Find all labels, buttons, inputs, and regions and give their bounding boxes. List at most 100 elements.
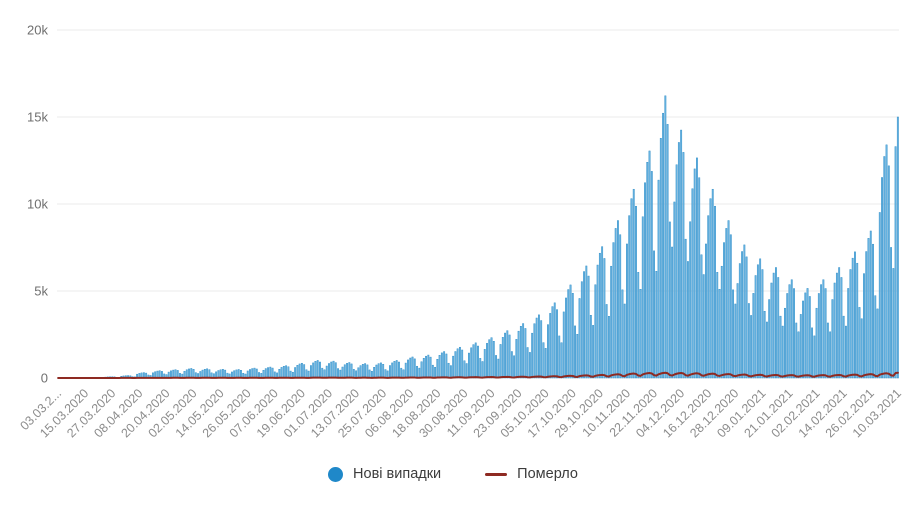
new-cases-bar[interactable] xyxy=(856,262,859,379)
new-cases-bar[interactable] xyxy=(747,303,750,379)
new-cases-bar[interactable] xyxy=(576,334,579,379)
new-cases-bar[interactable] xyxy=(786,293,789,379)
new-cases-bar[interactable] xyxy=(874,295,877,379)
new-cases-bar[interactable] xyxy=(348,362,351,379)
new-cases-bar[interactable] xyxy=(508,334,511,379)
new-cases-bar[interactable] xyxy=(754,275,757,379)
new-cases-bar[interactable] xyxy=(389,365,391,379)
new-cases-bar[interactable] xyxy=(343,364,346,379)
new-cases-bar[interactable] xyxy=(885,144,888,379)
new-cases-bar[interactable] xyxy=(319,361,321,379)
new-cases-bar[interactable] xyxy=(845,325,847,379)
new-cases-bar[interactable] xyxy=(851,257,854,379)
new-cases-bar[interactable] xyxy=(833,282,836,379)
new-cases-bar[interactable] xyxy=(255,368,258,379)
new-cases-bar[interactable] xyxy=(824,288,827,379)
new-cases-bar[interactable] xyxy=(887,165,890,379)
new-cases-bar[interactable] xyxy=(601,246,604,379)
new-cases-bar[interactable] xyxy=(251,368,254,379)
new-cases-bar[interactable] xyxy=(483,349,486,379)
new-cases-bar[interactable] xyxy=(820,284,823,379)
new-cases-bar[interactable] xyxy=(716,272,719,379)
new-cases-bar[interactable] xyxy=(490,337,493,379)
new-cases-bar[interactable] xyxy=(522,323,525,379)
new-cases-bar[interactable] xyxy=(698,177,701,379)
new-cases-bar[interactable] xyxy=(285,365,288,379)
new-cases-bar[interactable] xyxy=(531,332,534,379)
new-cases-bar[interactable] xyxy=(693,168,696,379)
new-cases-bar[interactable] xyxy=(802,300,804,379)
new-cases-bar[interactable] xyxy=(847,288,850,379)
new-cases-bar[interactable] xyxy=(813,335,816,379)
new-cases-bar[interactable] xyxy=(621,289,624,379)
new-cases-bar[interactable] xyxy=(556,309,558,379)
new-cases-bar[interactable] xyxy=(540,320,543,379)
new-cases-bar[interactable] xyxy=(440,352,443,379)
new-cases-bar[interactable] xyxy=(723,242,725,379)
new-cases-bar[interactable] xyxy=(468,352,470,379)
new-cases-bar[interactable] xyxy=(495,355,497,379)
new-cases-bar[interactable] xyxy=(513,355,516,379)
new-cases-bar[interactable] xyxy=(637,272,640,379)
new-cases-bar[interactable] xyxy=(761,269,764,379)
new-cases-bar[interactable] xyxy=(727,220,730,379)
new-cases-bar[interactable] xyxy=(341,366,344,379)
new-cases-bar[interactable] xyxy=(752,293,755,379)
new-cases-bar[interactable] xyxy=(829,331,832,379)
new-cases-bar[interactable] xyxy=(361,364,364,379)
new-cases-bar[interactable] xyxy=(280,367,283,379)
new-cases-bar[interactable] xyxy=(391,362,394,379)
new-cases-bar[interactable] xyxy=(677,142,680,379)
new-cases-bar[interactable] xyxy=(840,277,843,379)
new-cases-bar[interactable] xyxy=(267,367,269,379)
new-cases-bar[interactable] xyxy=(479,358,482,379)
new-cases-bar[interactable] xyxy=(784,307,786,379)
new-cases-bar[interactable] xyxy=(364,363,367,379)
new-cases-bar[interactable] xyxy=(775,267,777,379)
new-cases-bar[interactable] xyxy=(458,346,461,379)
new-cases-bar[interactable] xyxy=(666,124,669,379)
new-cases-bar[interactable] xyxy=(312,362,315,379)
new-cases-bar[interactable] xyxy=(409,357,412,379)
new-cases-bar[interactable] xyxy=(849,269,852,379)
chart-canvas[interactable]: 05k10k15k20k03.03.2...15.03.202027.03.20… xyxy=(0,0,906,462)
new-cases-bar[interactable] xyxy=(357,367,360,379)
new-cases-bar[interactable] xyxy=(416,365,418,379)
new-cases-bar[interactable] xyxy=(673,201,676,379)
new-cases-bar[interactable] xyxy=(310,365,312,379)
new-cases-bar[interactable] xyxy=(720,265,723,379)
new-cases-bar[interactable] xyxy=(614,228,617,379)
new-cases-bar[interactable] xyxy=(501,337,504,379)
new-cases-bar[interactable] xyxy=(662,112,665,379)
new-cases-bar[interactable] xyxy=(623,303,626,379)
new-cases-bar[interactable] xyxy=(799,314,802,379)
new-cases-bar[interactable] xyxy=(528,352,531,379)
new-cases-bar[interactable] xyxy=(822,279,825,379)
new-cases-bar[interactable] xyxy=(438,355,441,379)
new-cases-bar[interactable] xyxy=(402,369,405,379)
new-cases-bar[interactable] xyxy=(488,339,491,379)
new-cases-bar[interactable] xyxy=(350,363,353,379)
new-cases-bar[interactable] xyxy=(447,362,450,379)
new-cases-bar[interactable] xyxy=(486,343,488,379)
new-cases-bar[interactable] xyxy=(714,205,716,379)
new-cases-bar[interactable] xyxy=(411,356,414,379)
new-cases-bar[interactable] xyxy=(219,369,222,379)
new-cases-bar[interactable] xyxy=(296,365,299,379)
new-cases-bar[interactable] xyxy=(359,365,362,379)
new-cases-bar[interactable] xyxy=(533,323,536,379)
new-cases-bar[interactable] xyxy=(352,369,355,379)
new-cases-bar[interactable] xyxy=(407,359,409,379)
new-cases-bar[interactable] xyxy=(569,284,572,379)
new-cases-bar[interactable] xyxy=(206,368,209,379)
new-cases-bar[interactable] xyxy=(221,369,224,379)
new-cases-bar[interactable] xyxy=(797,331,800,379)
new-cases-bar[interactable] xyxy=(894,146,897,379)
new-cases-bar[interactable] xyxy=(578,298,581,379)
new-cases-bar[interactable] xyxy=(648,150,651,379)
new-cases-bar[interactable] xyxy=(854,251,856,379)
new-cases-bar[interactable] xyxy=(506,330,509,379)
new-cases-bar[interactable] xyxy=(298,363,301,379)
new-cases-bar[interactable] xyxy=(598,252,601,379)
new-cases-bar[interactable] xyxy=(680,129,683,379)
